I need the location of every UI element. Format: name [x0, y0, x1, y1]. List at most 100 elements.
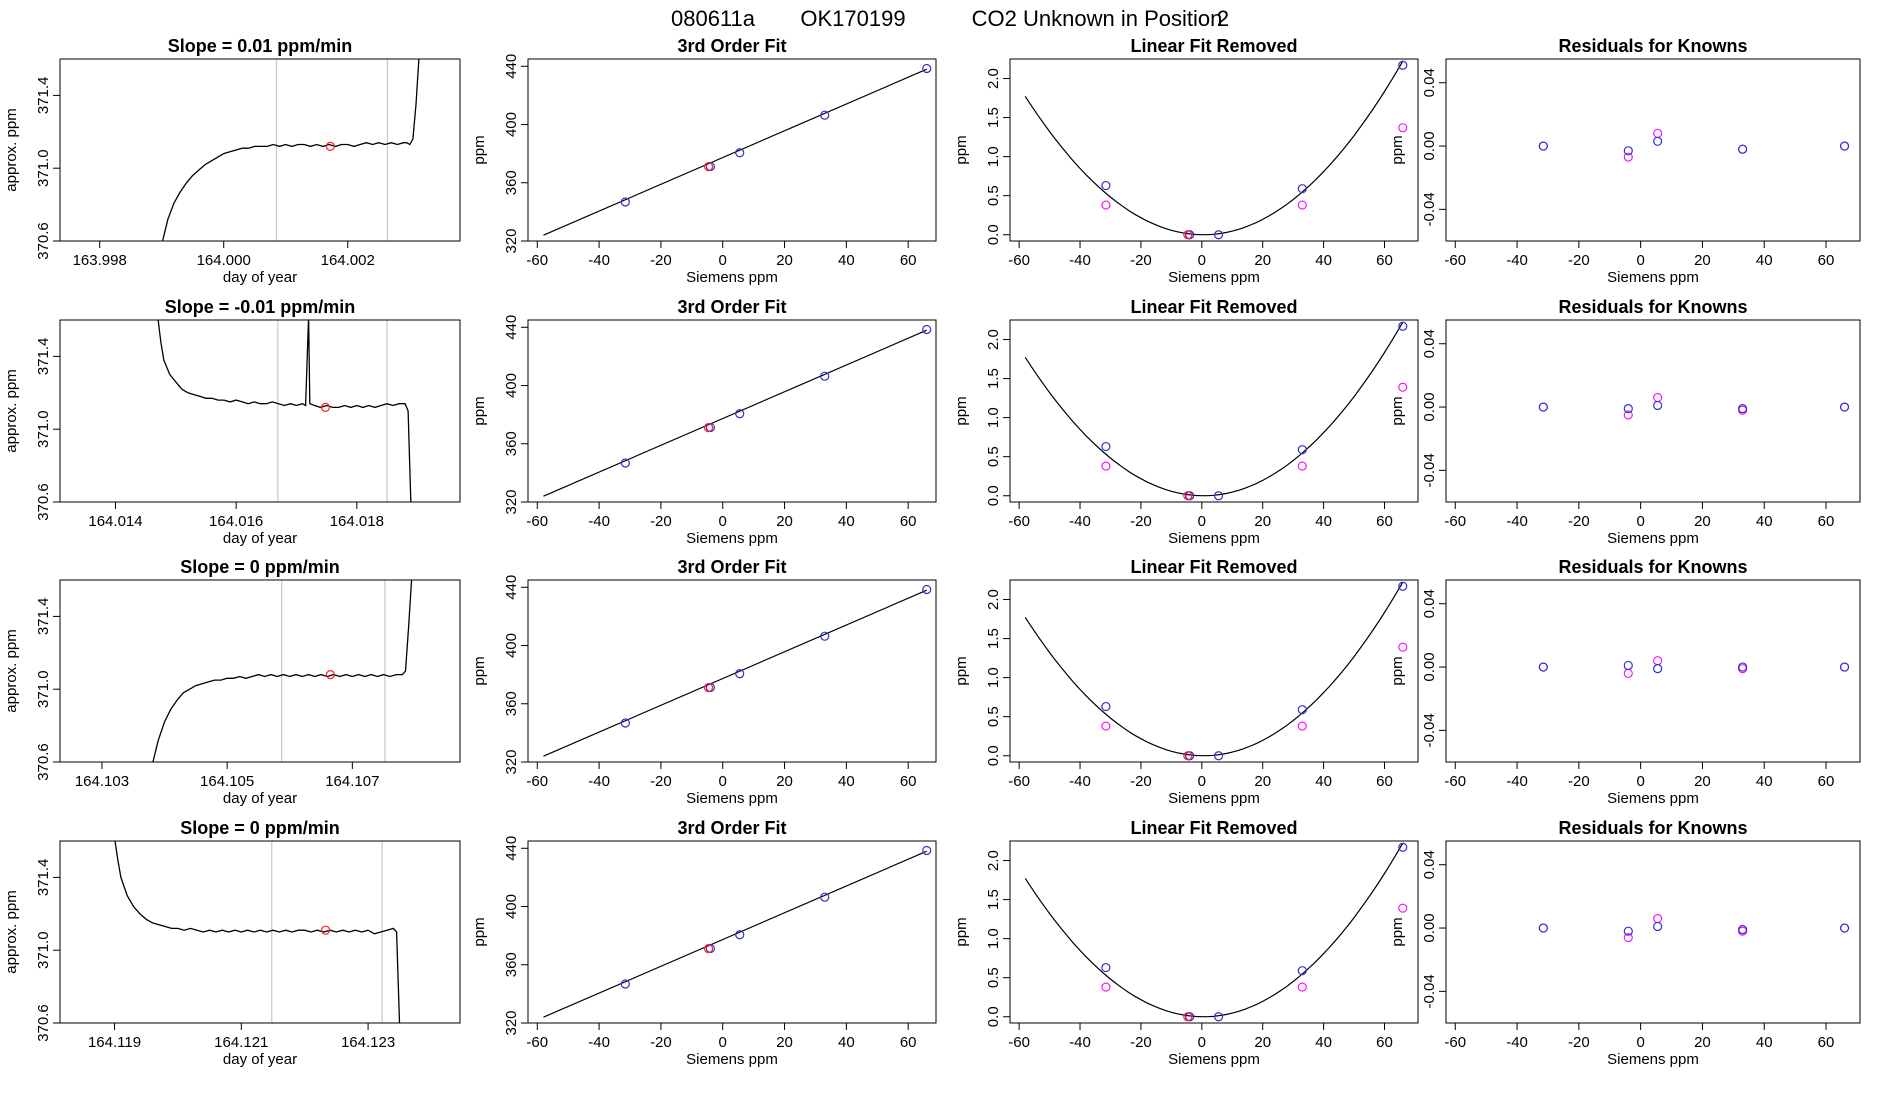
y-tick-label: 360	[503, 170, 520, 195]
known-point	[620, 979, 630, 989]
y-tick-label: 0.5	[985, 185, 1002, 206]
unknown-point	[703, 422, 714, 433]
chart-title: Linear Fit Removed	[1130, 818, 1297, 838]
y-tick-label: 1.0	[985, 146, 1002, 167]
x-axis-label: day of year	[223, 1051, 297, 1068]
x-tick-label: -20	[1568, 773, 1590, 790]
y-axis-label: approx. ppm	[3, 108, 20, 191]
x-tick-label: 40	[1315, 773, 1332, 790]
known-point	[1213, 491, 1224, 501]
plot-area	[114, 841, 401, 1023]
x-tick-label: -40	[1069, 1034, 1091, 1051]
unknown-point	[703, 161, 714, 172]
chart-panel: 3rd Order Fit -60 -40 -20 0 20 40 60 320 360 400 44…	[471, 818, 937, 1068]
y-tick-label: 371.4	[35, 598, 52, 636]
unknown-point	[1183, 491, 1193, 501]
y-tick-label: 440	[503, 575, 520, 600]
plot-area	[1024, 581, 1408, 761]
x-tick-label: 164.103	[75, 773, 129, 790]
fitted-point	[1297, 200, 1307, 210]
concentration-trace	[157, 320, 412, 502]
x-tick-label: -20	[650, 773, 672, 790]
fitted-point	[1623, 668, 1633, 678]
known-point	[1623, 660, 1633, 671]
plot-frame	[59, 840, 461, 1024]
x-tick-label: -40	[1506, 1034, 1528, 1051]
x-tick-label: 60	[1818, 773, 1835, 790]
x-axis-label: day of year	[223, 269, 297, 286]
x-tick-label: 164.123	[341, 1034, 395, 1051]
chart-panel: Linear Fit Removed -60 -40 -20 0 20 40 60 0.0 0.5…	[953, 557, 1419, 807]
x-tick-label: -40	[1069, 252, 1091, 269]
x-tick-label: -40	[588, 773, 610, 790]
chart-title: Slope = 0 ppm/min	[180, 818, 340, 838]
mean-marker	[325, 141, 335, 151]
known-point	[1297, 966, 1307, 976]
plot-area	[1538, 128, 1850, 162]
x-tick-label: 40	[1756, 513, 1773, 530]
x-tick-label: -20	[1130, 513, 1152, 530]
y-tick-label: 0.5	[985, 706, 1002, 727]
x-axis-label: Siemens ppm	[1168, 790, 1260, 807]
x-axis-label: Siemens ppm	[1607, 790, 1699, 807]
x-tick-label: -60	[526, 513, 548, 530]
chart-panel: Residuals for Knowns -60 -40 -20 0 20 40 60 -0.0…	[1389, 557, 1861, 807]
x-tick-label: 40	[1756, 252, 1773, 269]
plot-frame	[1009, 840, 1419, 1024]
chart-panel: Linear Fit Removed -60 -40 -20 0 20 40 60 0.0 0.5…	[953, 297, 1419, 547]
x-tick-label: -40	[1506, 513, 1528, 530]
x-tick-label: 40	[1756, 773, 1773, 790]
fitted-point	[1653, 913, 1663, 924]
y-axis-label: approx. ppm	[3, 369, 20, 452]
fit-line	[543, 850, 927, 1018]
known-point	[1101, 180, 1111, 191]
known-point	[1297, 445, 1307, 455]
concentration-trace	[152, 580, 413, 762]
plot-frame	[527, 579, 937, 763]
x-tick-label: -40	[1506, 252, 1528, 269]
plot-frame	[527, 840, 937, 1024]
fitted-point	[1398, 903, 1408, 913]
y-tick-label: 1.0	[985, 667, 1002, 688]
known-point	[820, 892, 830, 902]
y-tick-label: 320	[503, 228, 520, 253]
x-tick-label: 163.998	[73, 252, 127, 269]
x-tick-label: 40	[1315, 1034, 1332, 1051]
known-point	[1101, 962, 1111, 973]
x-tick-label: 164.121	[214, 1034, 268, 1051]
x-tick-label: -20	[1130, 773, 1152, 790]
x-tick-label: -40	[1069, 513, 1091, 530]
plot-frame	[1445, 840, 1861, 1024]
x-tick-label: -60	[526, 252, 548, 269]
known-point	[1653, 921, 1663, 932]
y-tick-label: 0.00	[1421, 131, 1438, 160]
known-point	[820, 631, 830, 641]
plot-frame	[1445, 58, 1861, 242]
x-tick-label: 164.002	[321, 252, 375, 269]
x-tick-label: -40	[1069, 773, 1091, 790]
y-tick-label: 370.6	[35, 1004, 52, 1042]
x-tick-label: -40	[588, 513, 610, 530]
y-axis-label: approx. ppm	[3, 629, 20, 712]
y-tick-label: 371.0	[35, 410, 52, 448]
known-point	[1398, 321, 1408, 331]
x-tick-label: 0	[1636, 252, 1644, 269]
chart-title: Linear Fit Removed	[1130, 557, 1297, 577]
y-tick-label: 1.0	[985, 928, 1002, 949]
fit-line	[543, 589, 927, 757]
x-tick-label: -20	[650, 252, 672, 269]
page-title-description: CO2 Unknown in Position	[972, 6, 1223, 31]
plot-area	[543, 324, 932, 497]
y-tick-label: 1.5	[985, 368, 1002, 389]
fitted-point	[1623, 410, 1633, 420]
plot-frame	[1445, 579, 1861, 763]
known-point	[820, 371, 830, 381]
x-tick-label: 0	[719, 773, 727, 790]
x-tick-label: 40	[1756, 1034, 1773, 1051]
mean-marker	[320, 402, 331, 412]
x-tick-label: 20	[1694, 773, 1711, 790]
x-tick-label: 60	[1376, 252, 1393, 269]
x-tick-label: 0	[1198, 252, 1206, 269]
known-point	[1653, 400, 1663, 411]
x-tick-label: -20	[650, 1034, 672, 1051]
